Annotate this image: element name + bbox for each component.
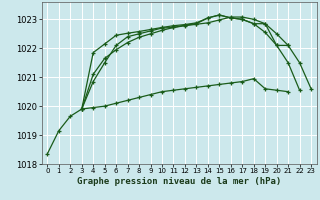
X-axis label: Graphe pression niveau de la mer (hPa): Graphe pression niveau de la mer (hPa) bbox=[77, 177, 281, 186]
